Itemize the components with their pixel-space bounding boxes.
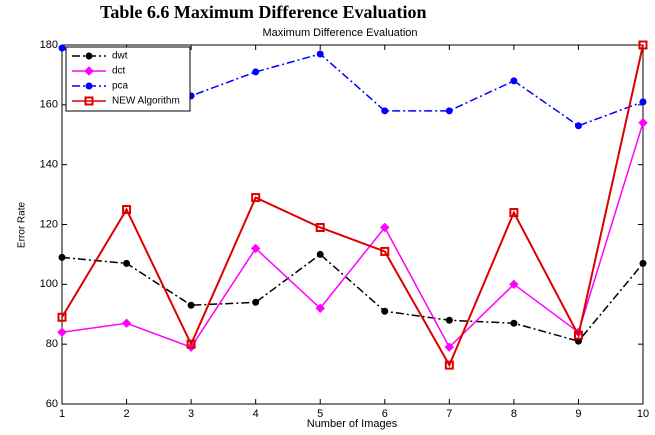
x-tick-label: 5 <box>317 408 323 420</box>
x-tick-label: 8 <box>511 408 517 420</box>
marker <box>380 222 390 233</box>
y-axis-label: Error Rate <box>17 202 28 249</box>
marker <box>509 279 519 290</box>
marker <box>122 205 132 215</box>
y-tick-label: 120 <box>40 218 58 230</box>
y-tick-label: 80 <box>46 338 58 350</box>
marker <box>315 303 325 313</box>
marker <box>509 208 519 218</box>
marker <box>252 298 260 306</box>
chart-title: Maximum Difference Evaluation <box>262 27 417 39</box>
legend-marker <box>85 82 93 90</box>
marker <box>574 122 582 130</box>
x-tick-label: 2 <box>123 408 129 420</box>
x-axis-label: Number of Images <box>307 418 398 430</box>
marker <box>444 360 454 370</box>
series-line <box>61 44 644 368</box>
marker <box>186 339 196 349</box>
legend-label: pca <box>112 81 129 92</box>
y-tick-label: 180 <box>40 39 58 51</box>
x-tick-label: 9 <box>575 408 581 420</box>
series-line <box>61 253 644 343</box>
marker <box>187 301 195 309</box>
series-line <box>61 47 644 127</box>
x-tick-label: 7 <box>446 408 452 420</box>
marker <box>573 330 583 340</box>
marker <box>121 318 132 328</box>
marker <box>638 40 648 50</box>
x-tick-label: 4 <box>253 408 259 420</box>
legend-marker <box>84 66 94 76</box>
x-tick-label: 3 <box>188 408 194 420</box>
marker <box>58 44 66 52</box>
marker <box>251 193 261 203</box>
marker <box>315 222 325 232</box>
marker <box>57 327 67 337</box>
x-tick-label: 10 <box>637 408 649 420</box>
marker <box>250 243 261 254</box>
y-tick-label: 140 <box>40 159 58 171</box>
marker <box>58 253 66 261</box>
legend-label: dwt <box>112 51 128 62</box>
marker <box>123 259 131 267</box>
marker <box>445 316 453 324</box>
x-tick-label: 6 <box>382 408 388 420</box>
marker <box>380 246 390 256</box>
y-tick-label: 160 <box>40 99 58 111</box>
marker <box>316 50 324 58</box>
series-line <box>61 122 644 349</box>
marker <box>57 312 67 322</box>
marker <box>638 118 648 128</box>
marker <box>639 259 647 267</box>
marker <box>381 307 389 315</box>
marker <box>639 98 647 106</box>
legend-label: dct <box>112 66 126 77</box>
caption: Table 6.6 Maximum Difference Evaluation <box>100 2 427 22</box>
legend-marker <box>84 96 94 106</box>
marker <box>444 342 455 352</box>
legend-label: NEW Algorithm <box>112 96 180 107</box>
marker <box>252 68 260 76</box>
marker <box>510 319 518 327</box>
legend-marker <box>85 52 93 60</box>
y-tick-label: 100 <box>40 278 58 290</box>
marker <box>510 77 518 85</box>
marker <box>316 250 324 258</box>
x-tick-label: 1 <box>59 408 65 420</box>
y-tick-label: 60 <box>46 398 58 410</box>
marker <box>445 107 453 115</box>
marker <box>381 107 389 115</box>
